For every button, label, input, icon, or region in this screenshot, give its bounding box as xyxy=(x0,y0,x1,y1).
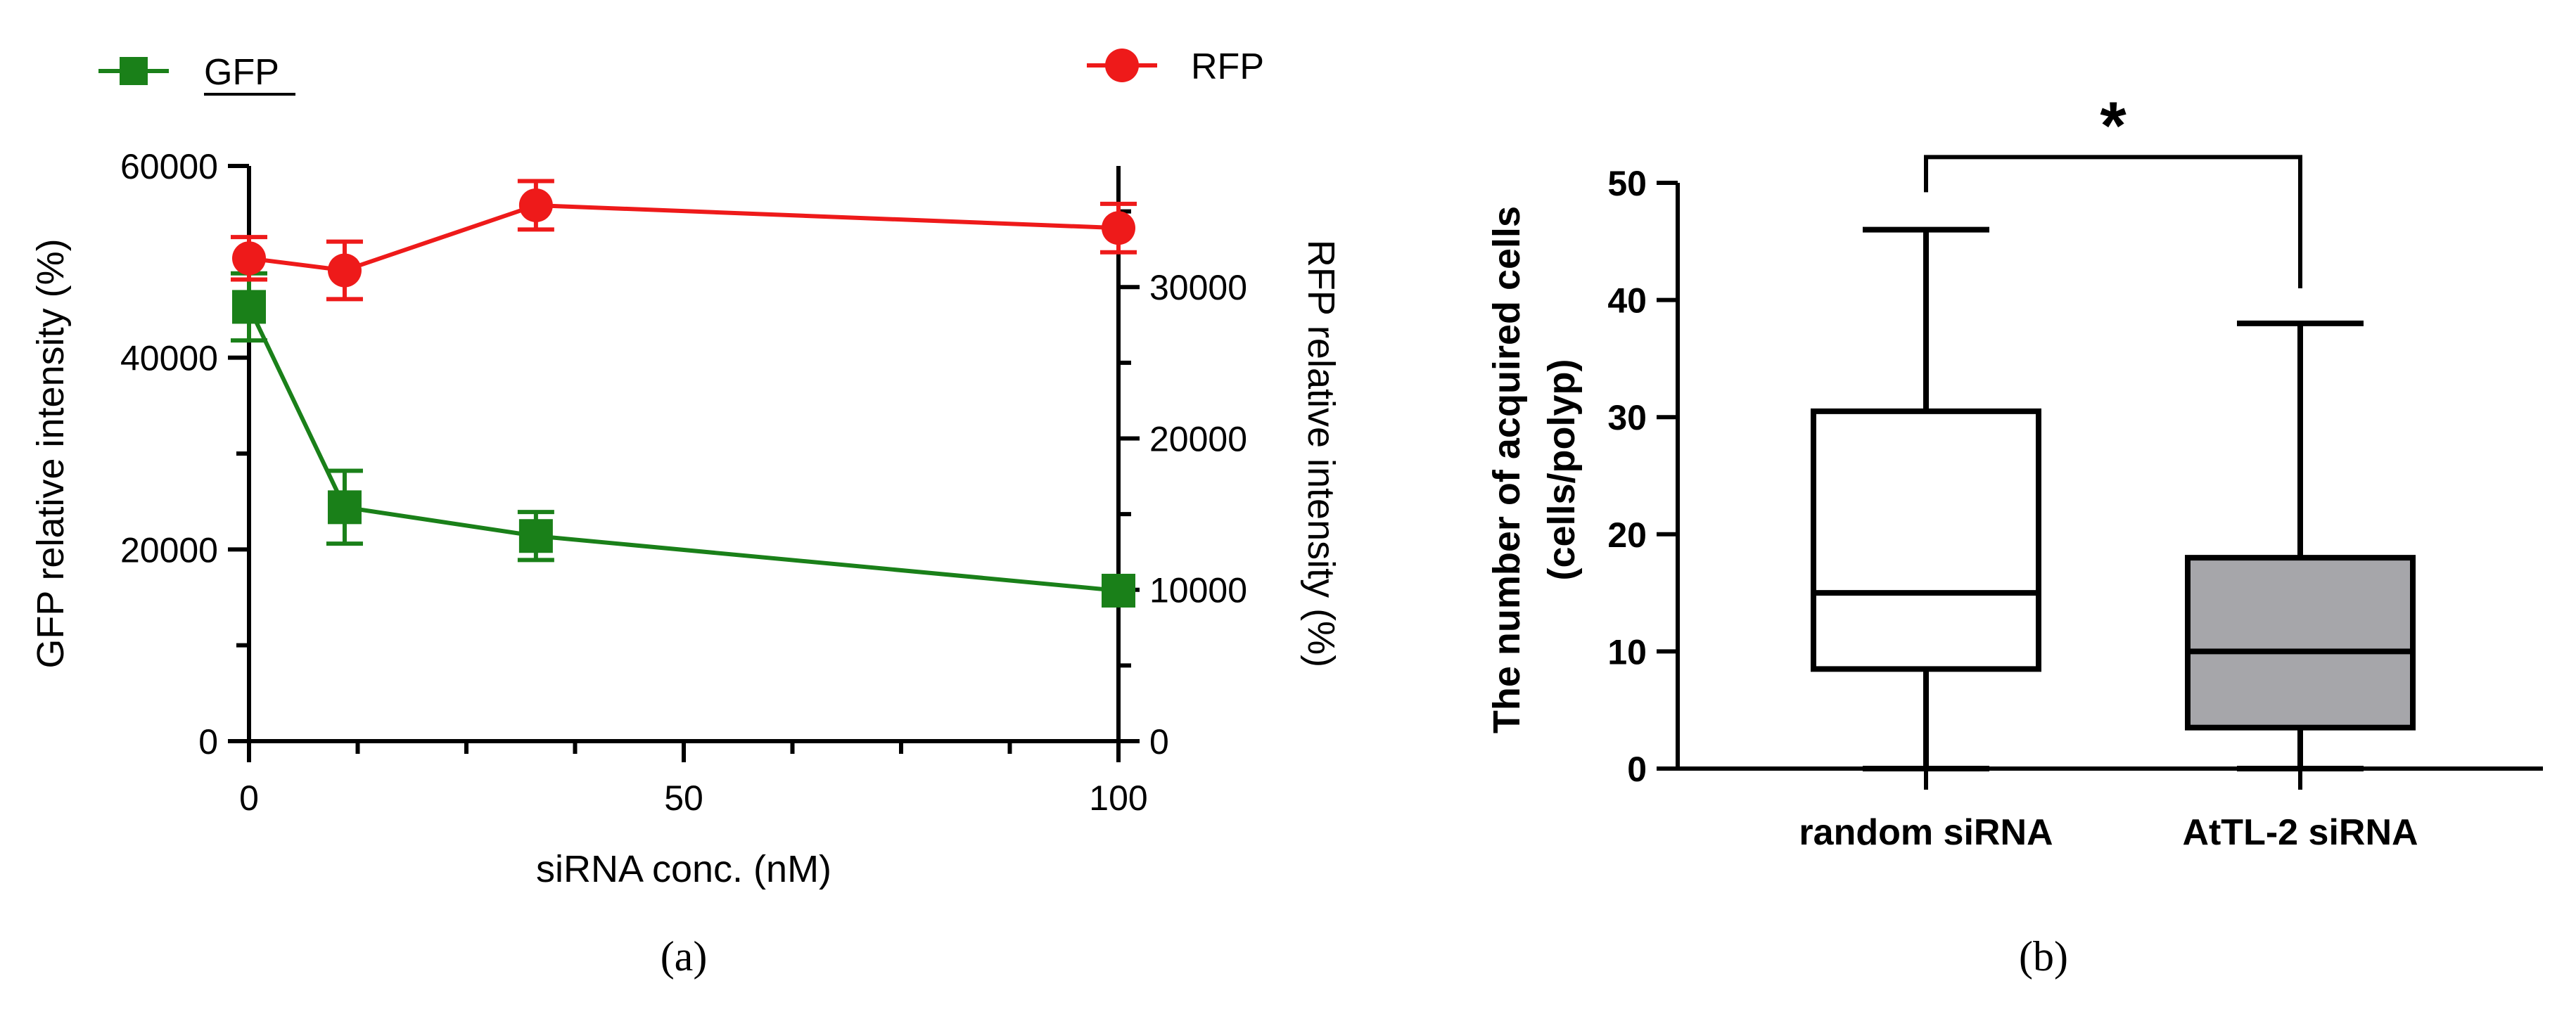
rfp-series-line xyxy=(248,203,1119,273)
data-series xyxy=(231,179,1137,608)
x-tick-label: 0 xyxy=(239,778,259,818)
y2-tick-label: 0 xyxy=(1149,722,1169,762)
tick-labels: 0 20000 40000 60000 0 10000 20000 30000 0 50 100 xyxy=(120,147,1247,818)
panel-b-caption: (b) xyxy=(2019,933,2068,980)
y-axis-label-line1: The number of acquired cells xyxy=(1486,206,1528,733)
rfp-point xyxy=(518,188,553,222)
y-tick-label: 10 xyxy=(1607,632,1647,672)
x-tick-label: AtTL-2 siRNA xyxy=(2182,812,2418,853)
x-tick-label: 50 xyxy=(664,778,703,818)
y-tick-label: 40000 xyxy=(120,339,218,378)
gfp-point xyxy=(1102,573,1135,608)
y2-axis-label: RFP relative intensity (%) xyxy=(1300,240,1342,667)
legend: GFP RFP xyxy=(98,46,1264,96)
axes xyxy=(1676,183,2543,771)
attl2-box xyxy=(2185,555,2416,731)
legend-gfp-marker xyxy=(120,57,148,85)
legend-gfp-label: GFP xyxy=(204,52,279,93)
legend-rfp-marker xyxy=(1105,49,1139,82)
legend-rfp-label: RFP xyxy=(1191,46,1264,87)
y-tick-label: 60000 xyxy=(120,147,218,186)
y2-tick-label: 30000 xyxy=(1149,268,1247,307)
y-tick-label: 30 xyxy=(1607,398,1647,437)
y-axis-label: GFP relative intensity (%) xyxy=(30,238,72,668)
y-tick-label: 20 xyxy=(1607,515,1647,555)
tick-marks xyxy=(1657,181,2302,790)
significance-bracket: * xyxy=(1924,88,2302,288)
x-axis-label: siRNA conc. (nM) xyxy=(536,848,831,890)
panel-a-line-chart: GFP RFP 0 20000 40000 60000 0 10000 20000 30000… xyxy=(30,46,1342,980)
gfp-point xyxy=(232,290,266,324)
axes xyxy=(247,166,1121,743)
y-tick-label: 40 xyxy=(1607,281,1647,321)
tick-labels: 0 10 20 30 40 50 random siRNA AtTL-2 siRNA xyxy=(1607,164,2418,853)
x-tick-label: 100 xyxy=(1089,778,1147,818)
gfp-point xyxy=(327,490,362,525)
significance-bracket-line xyxy=(1924,155,2302,288)
y2-tick-label: 20000 xyxy=(1149,419,1247,458)
rfp-point xyxy=(232,241,266,276)
tick-marks xyxy=(228,164,1140,762)
boxes xyxy=(1811,226,2416,771)
random-box xyxy=(1811,408,2041,672)
y-tick-label: 50 xyxy=(1607,164,1647,203)
rfp-point xyxy=(327,253,362,288)
y-axis-label-line2: (cells/polyp) xyxy=(1541,359,1583,580)
x-tick-label: random siRNA xyxy=(1799,812,2053,853)
panel-a-caption: (a) xyxy=(661,933,708,980)
gfp-point xyxy=(518,519,553,553)
panel-b-box-plot: 0 10 20 30 40 50 random siRNA AtTL-2 siRNA * Th… xyxy=(1486,88,2543,980)
y-tick-label: 0 xyxy=(198,722,218,762)
gfp-series-line xyxy=(247,306,1119,593)
y2-tick-label: 10000 xyxy=(1149,571,1247,610)
rfp-point xyxy=(1102,211,1135,245)
y-tick-label: 20000 xyxy=(120,530,218,570)
significance-marker: * xyxy=(2100,88,2127,163)
y-tick-label: 0 xyxy=(1627,750,1647,789)
